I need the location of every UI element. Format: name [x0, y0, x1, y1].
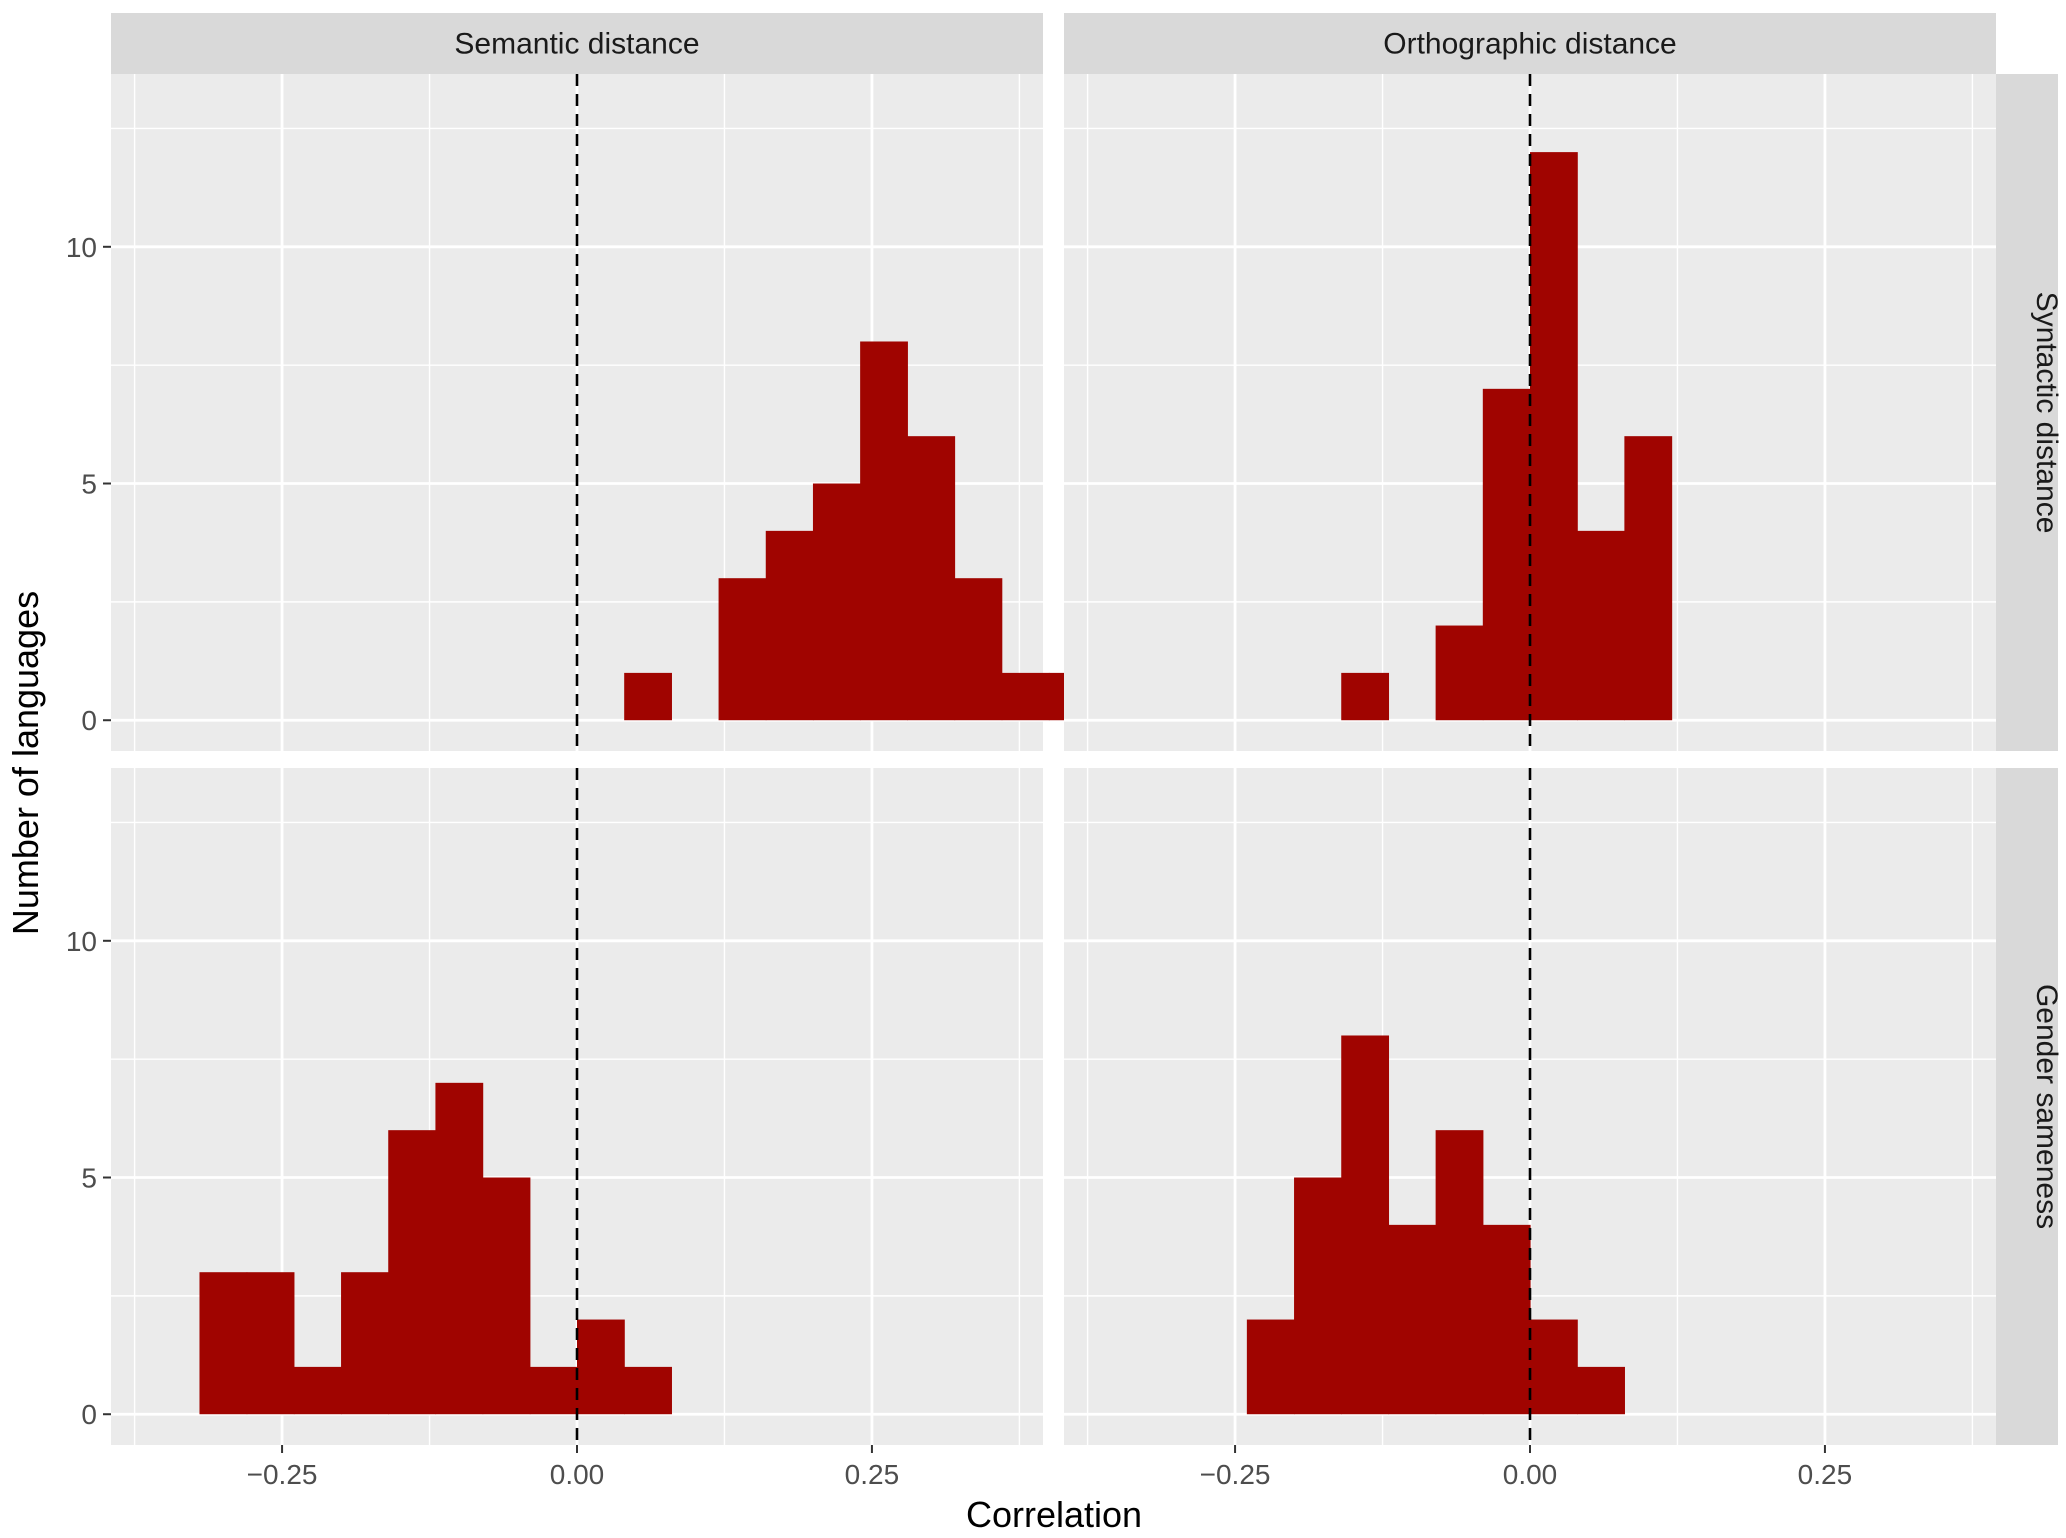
x-tick-label: 0.00 — [1503, 1459, 1558, 1490]
histogram-bar — [1577, 530, 1625, 721]
panels-layer — [111, 74, 1996, 1445]
strip-background — [1996, 768, 2058, 1445]
histogram-bar — [529, 1366, 578, 1415]
histogram-bar — [1388, 1224, 1437, 1415]
histogram-bar — [1435, 1130, 1484, 1415]
x-tick-label: −0.25 — [247, 1459, 318, 1490]
histogram-bar — [1294, 1177, 1342, 1415]
axes-layer: 0 5 10 0 5 10 −0.25 0.00 0.25 −0.25 0.00 0.25 — [66, 232, 1852, 1490]
y-tick-label: 5 — [81, 469, 97, 500]
x-tick-label: −0.25 — [1200, 1459, 1271, 1490]
strip-semantic-distance: Semantic distance — [111, 13, 1043, 74]
strip-orthographic-distance: Orthographic distance — [1064, 13, 1996, 74]
strip-syntactic-distance: Syntactic distance — [1996, 74, 2063, 751]
histogram-bar — [435, 1082, 484, 1415]
histogram-bar — [293, 1366, 342, 1415]
histogram-bar — [246, 1272, 295, 1415]
y-tick-label: 0 — [81, 705, 97, 736]
histogram-bar — [1530, 152, 1578, 721]
y-tick-label: 10 — [66, 926, 97, 957]
y-axis-title: Number of languages — [5, 591, 46, 935]
strip-label: Orthographic distance — [1383, 28, 1677, 61]
histogram-bar — [577, 1319, 625, 1415]
histogram-bar — [954, 578, 1003, 721]
histogram-bar — [812, 483, 861, 721]
histogram-bar — [1435, 625, 1484, 721]
histogram-bar — [1577, 1366, 1625, 1415]
histogram-bar — [199, 1272, 248, 1415]
x-tick-label: 0.00 — [550, 1459, 605, 1490]
histogram-bar — [1482, 1224, 1531, 1415]
strips-layer: Semantic distance Orthographic distance Sy… — [111, 13, 2063, 1445]
histogram-bar — [860, 341, 908, 721]
histogram-bar — [718, 578, 767, 721]
histogram-bar — [1001, 672, 1050, 721]
histogram-bar — [1341, 1035, 1390, 1415]
histogram-bar — [765, 530, 814, 721]
histogram-bar — [1530, 1319, 1578, 1415]
panel-syntactic-distance-semantic-distance — [111, 74, 1097, 751]
strip-background — [1064, 13, 1996, 74]
panel-syntactic-distance-orthographic-distance — [1064, 74, 1996, 751]
histogram-bar — [907, 436, 956, 721]
y-tick-label: 5 — [81, 1163, 97, 1194]
y-tick-label: 0 — [81, 1399, 97, 1430]
histogram-bar — [1482, 388, 1531, 721]
histogram-bar — [482, 1177, 531, 1415]
strip-label: Semantic distance — [454, 28, 699, 61]
histogram-bar — [1624, 436, 1673, 721]
histogram-bar — [624, 1366, 672, 1415]
x-tick-label: 0.25 — [845, 1459, 900, 1490]
y-tick-label: 10 — [66, 232, 97, 263]
panel-gender-sameness-semantic-distance — [111, 768, 1043, 1445]
histogram-bar — [388, 1130, 437, 1415]
histogram-bar — [341, 1272, 389, 1415]
x-axis-title: Correlation — [966, 1494, 1142, 1535]
strip-background — [111, 13, 1043, 74]
strip-background — [1996, 74, 2058, 751]
histogram-bar — [1341, 672, 1390, 721]
panel-gender-sameness-orthographic-distance — [1064, 768, 1996, 1445]
strip-label: Gender sameness — [2030, 984, 2063, 1229]
x-tick-label: 0.25 — [1798, 1459, 1853, 1490]
strip-label: Syntactic distance — [2030, 292, 2063, 534]
histogram-bar — [1246, 1319, 1295, 1415]
histogram-bar — [624, 672, 672, 721]
strip-gender-sameness: Gender sameness — [1996, 768, 2063, 1445]
